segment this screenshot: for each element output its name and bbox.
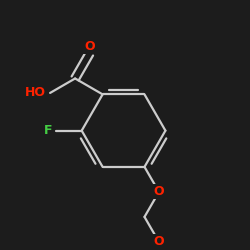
Text: HO: HO <box>25 86 46 100</box>
Text: O: O <box>84 40 95 53</box>
Text: O: O <box>154 186 164 198</box>
Text: O: O <box>154 236 164 248</box>
Text: F: F <box>44 124 53 137</box>
